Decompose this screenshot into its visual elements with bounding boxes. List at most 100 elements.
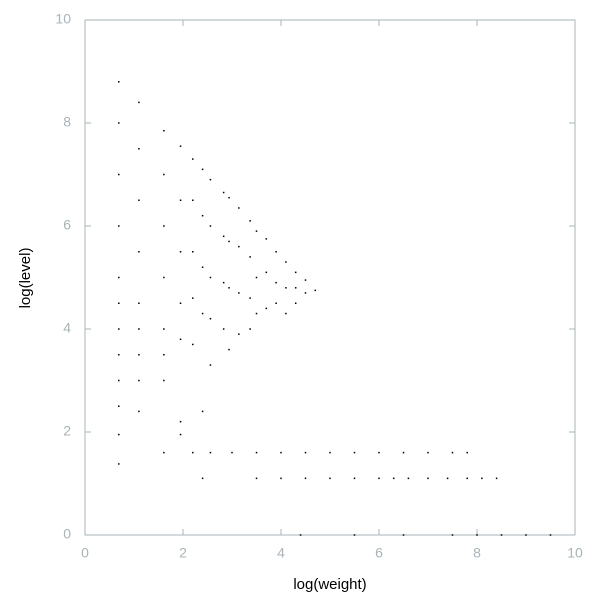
point [163,328,165,330]
x-axis-label: log(weight) [293,576,366,593]
point [201,214,204,217]
point [275,251,277,253]
point [138,354,140,356]
point [192,158,194,160]
point [265,271,268,274]
point [249,220,251,222]
point [238,292,240,294]
point [209,276,212,279]
point [222,281,225,284]
y-tick-label: 0 [63,526,71,542]
point [402,534,405,536]
point [329,451,331,454]
y-tick-label: 2 [63,423,71,439]
point [163,225,165,227]
point [118,379,120,382]
point [118,328,120,330]
x-tick-label: 0 [81,545,89,561]
point [481,477,483,480]
point [179,420,182,423]
point [192,199,194,201]
point [525,534,527,536]
point [118,433,120,436]
point [378,451,380,454]
point [238,333,240,335]
point [222,235,225,238]
point [222,328,225,330]
point [238,245,240,248]
point [353,477,356,480]
point [163,276,165,279]
point [209,178,212,181]
plot-frame [84,19,576,536]
point [402,451,405,454]
point [314,289,317,292]
point [163,451,165,454]
point [138,251,140,253]
point [118,354,120,356]
point [209,364,212,366]
x-tick-label: 4 [277,545,285,561]
point [304,292,307,294]
point [446,477,449,480]
point [138,101,140,104]
point [255,230,258,232]
point [353,534,356,536]
point [285,287,287,289]
point [179,145,182,147]
point [192,343,194,346]
point [228,240,230,243]
point [392,477,395,480]
point [118,405,120,407]
point [179,338,182,341]
point [249,328,251,330]
point [118,173,120,176]
point [466,477,468,480]
point [249,297,251,299]
point [138,148,140,150]
point [138,199,140,201]
point [118,225,120,227]
y-tick-label: 10 [55,11,71,27]
point [118,81,120,83]
y-tick-label: 6 [63,217,71,233]
point [265,307,268,310]
point [466,451,468,454]
point [118,302,120,304]
point [201,410,204,413]
point [179,199,182,201]
point [549,534,552,536]
point [238,207,240,209]
point [294,302,297,304]
point [192,251,194,253]
point [451,451,454,454]
point [228,287,230,289]
point [138,379,140,382]
point [118,276,120,279]
point [201,477,204,480]
point [179,251,182,253]
point [201,168,204,171]
point [329,477,331,480]
point [500,534,503,536]
point [280,477,282,480]
point [378,477,380,480]
point [138,410,140,413]
point [192,297,194,299]
point [179,302,182,304]
point [299,534,302,536]
point [163,173,165,176]
point [294,287,297,289]
point [138,302,140,304]
point [280,451,282,454]
y-axis-label: log(level) [17,248,34,309]
point [249,256,251,258]
point [304,279,307,281]
point [163,354,165,356]
point [201,266,204,268]
point [476,534,478,536]
point [179,433,182,436]
point [192,451,194,454]
point [255,276,258,279]
